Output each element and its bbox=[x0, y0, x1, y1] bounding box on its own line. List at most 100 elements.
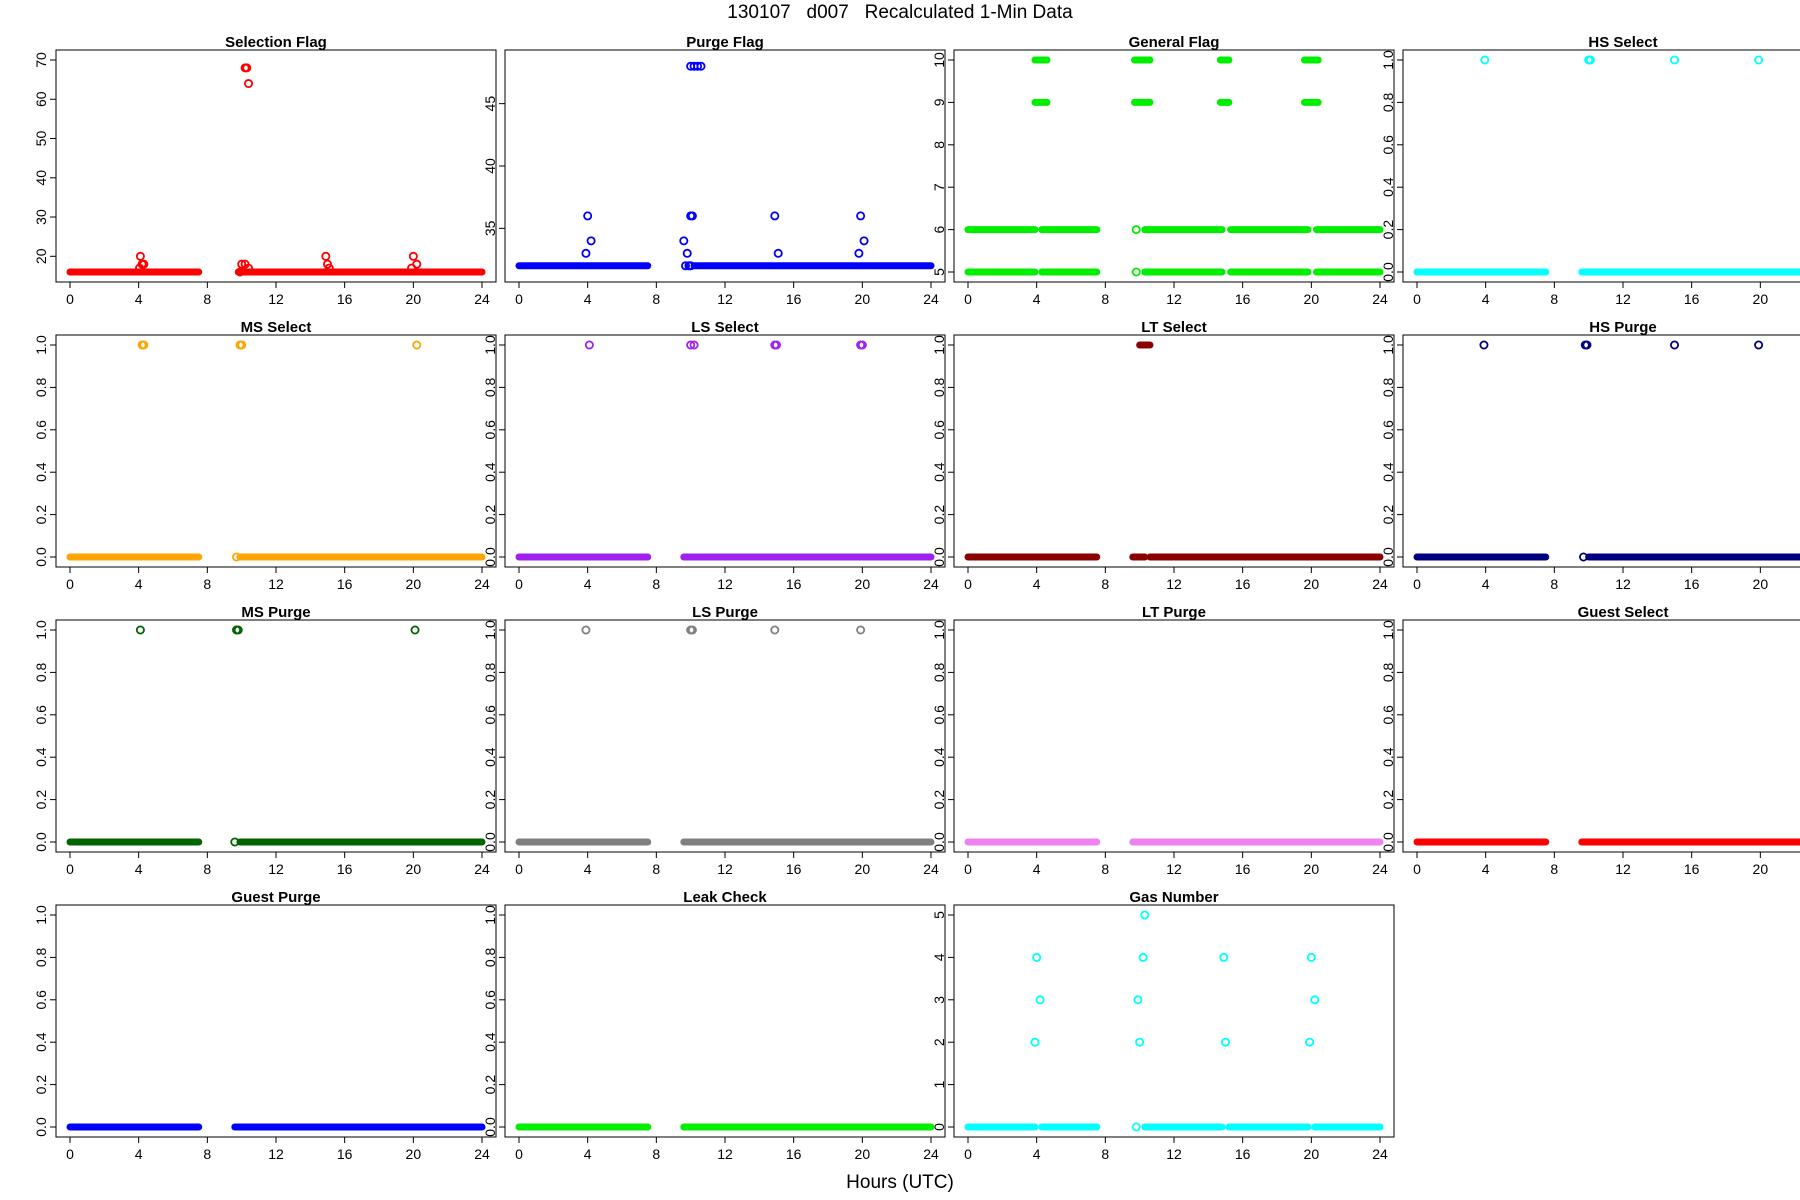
y-tick-label: 1.0 bbox=[33, 335, 49, 355]
panel-title: LT Purge bbox=[1142, 604, 1206, 621]
x-tick-label: 24 bbox=[1372, 861, 1388, 877]
data-point bbox=[583, 211, 593, 221]
y-tick-label: 0.6 bbox=[33, 705, 49, 725]
x-tick-label: 20 bbox=[1304, 1146, 1320, 1162]
data-point bbox=[1670, 55, 1680, 65]
plot-frame bbox=[55, 619, 497, 853]
x-tick-label: 4 bbox=[1482, 861, 1490, 877]
x-tick-label: 4 bbox=[135, 1146, 143, 1162]
y-tick-label: 0.0 bbox=[1380, 262, 1396, 282]
data-point bbox=[693, 61, 703, 71]
plot-frame bbox=[55, 904, 497, 1138]
x-tick-label: 4 bbox=[1033, 861, 1041, 877]
y-tick-label: 0.2 bbox=[482, 505, 498, 525]
x-tick-label: 8 bbox=[652, 576, 660, 592]
x-tick-label: 24 bbox=[1372, 1146, 1388, 1162]
x-tick-label: 20 bbox=[406, 291, 422, 307]
y-tick-label: 0.6 bbox=[482, 990, 498, 1010]
y-tick-label: 0.6 bbox=[931, 705, 947, 725]
y-tick-label: 2 bbox=[931, 1038, 947, 1046]
x-tick-label: 0 bbox=[66, 861, 74, 877]
data-point bbox=[1306, 952, 1316, 962]
x-tick-label: 12 bbox=[1166, 1146, 1182, 1162]
x-tick-label: 4 bbox=[135, 291, 143, 307]
data-point bbox=[233, 625, 243, 635]
y-tick-label: 9 bbox=[931, 98, 947, 106]
y-tick-label: 0.6 bbox=[1380, 135, 1396, 155]
panel-title: HS Purge bbox=[1589, 319, 1657, 336]
panel-title: General Flag bbox=[1129, 34, 1220, 51]
x-tick-label: 0 bbox=[1413, 861, 1421, 877]
y-tick-label: 0.4 bbox=[931, 462, 947, 482]
data-point bbox=[856, 625, 866, 635]
y-tick-label: 0.4 bbox=[1380, 462, 1396, 482]
data-point bbox=[244, 79, 254, 89]
x-tick-label: 24 bbox=[1372, 576, 1388, 592]
data-point bbox=[581, 248, 591, 258]
y-tick-label: 0.0 bbox=[33, 832, 49, 852]
y-tick-label: 4 bbox=[931, 953, 947, 961]
y-tick-label: 45 bbox=[482, 96, 498, 112]
y-tick-label: 0.8 bbox=[1380, 377, 1396, 397]
data-point bbox=[1219, 952, 1229, 962]
data-point bbox=[682, 248, 692, 258]
y-tick-label: 35 bbox=[482, 220, 498, 236]
x-tick-label: 8 bbox=[1101, 291, 1109, 307]
x-tick-label: 0 bbox=[1413, 291, 1421, 307]
data-point bbox=[1480, 55, 1490, 65]
figure-title: 130107 d007 Recalculated 1-Min Data bbox=[727, 2, 1073, 23]
data-point bbox=[770, 211, 780, 221]
data-point bbox=[773, 248, 783, 258]
y-tick-label: 1.0 bbox=[482, 620, 498, 640]
y-tick-label: 0.2 bbox=[33, 1075, 49, 1095]
x-tick-label: 24 bbox=[474, 1146, 490, 1162]
data-point bbox=[581, 625, 591, 635]
y-tick-label: 0.6 bbox=[931, 420, 947, 440]
x-tick-label: 8 bbox=[1550, 576, 1558, 592]
x-tick-label: 20 bbox=[1753, 291, 1769, 307]
plot-frame bbox=[504, 334, 946, 568]
plot-frame bbox=[55, 49, 497, 283]
panel-title: Leak Check bbox=[683, 889, 767, 906]
x-tick-label: 20 bbox=[406, 1146, 422, 1162]
y-tick-label: 1.0 bbox=[1380, 335, 1396, 355]
data-point bbox=[1131, 225, 1141, 235]
y-tick-label: 0.6 bbox=[1380, 420, 1396, 440]
x-tick-label: 12 bbox=[1615, 291, 1631, 307]
data-point bbox=[689, 340, 699, 350]
data-point bbox=[244, 263, 254, 273]
data-point bbox=[686, 261, 696, 271]
y-tick-label: 0.8 bbox=[931, 662, 947, 682]
data-point bbox=[696, 61, 706, 71]
y-tick-label: 0.4 bbox=[33, 462, 49, 482]
y-tick-label: 0.6 bbox=[33, 990, 49, 1010]
data-point bbox=[237, 259, 247, 269]
y-tick-label: 60 bbox=[33, 91, 49, 107]
x-tick-label: 16 bbox=[786, 861, 802, 877]
panel-title: MS Select bbox=[241, 319, 312, 336]
x-tick-label: 8 bbox=[1550, 861, 1558, 877]
y-tick-label: 0.8 bbox=[33, 947, 49, 967]
y-tick-label: 0.4 bbox=[482, 747, 498, 767]
y-tick-label: 0.2 bbox=[931, 505, 947, 525]
plot-frame bbox=[504, 49, 946, 283]
data-point bbox=[237, 340, 247, 350]
data-point bbox=[1133, 995, 1143, 1005]
y-tick-label: 3 bbox=[931, 996, 947, 1004]
x-tick-label: 0 bbox=[515, 576, 523, 592]
data-point bbox=[230, 837, 240, 847]
x-tick-label: 12 bbox=[1166, 576, 1182, 592]
x-tick-label: 4 bbox=[1033, 576, 1041, 592]
data-point bbox=[242, 63, 252, 73]
x-tick-label: 16 bbox=[337, 576, 353, 592]
panel-title: Gas Number bbox=[1129, 889, 1218, 906]
x-tick-label: 8 bbox=[1101, 861, 1109, 877]
x-tick-label: 12 bbox=[1166, 861, 1182, 877]
x-tick-label: 0 bbox=[66, 291, 74, 307]
x-tick-label: 16 bbox=[1235, 861, 1251, 877]
y-tick-label: 0.6 bbox=[482, 705, 498, 725]
y-tick-label: 0.4 bbox=[931, 747, 947, 767]
data-point bbox=[410, 625, 420, 635]
x-tick-label: 4 bbox=[1033, 291, 1041, 307]
